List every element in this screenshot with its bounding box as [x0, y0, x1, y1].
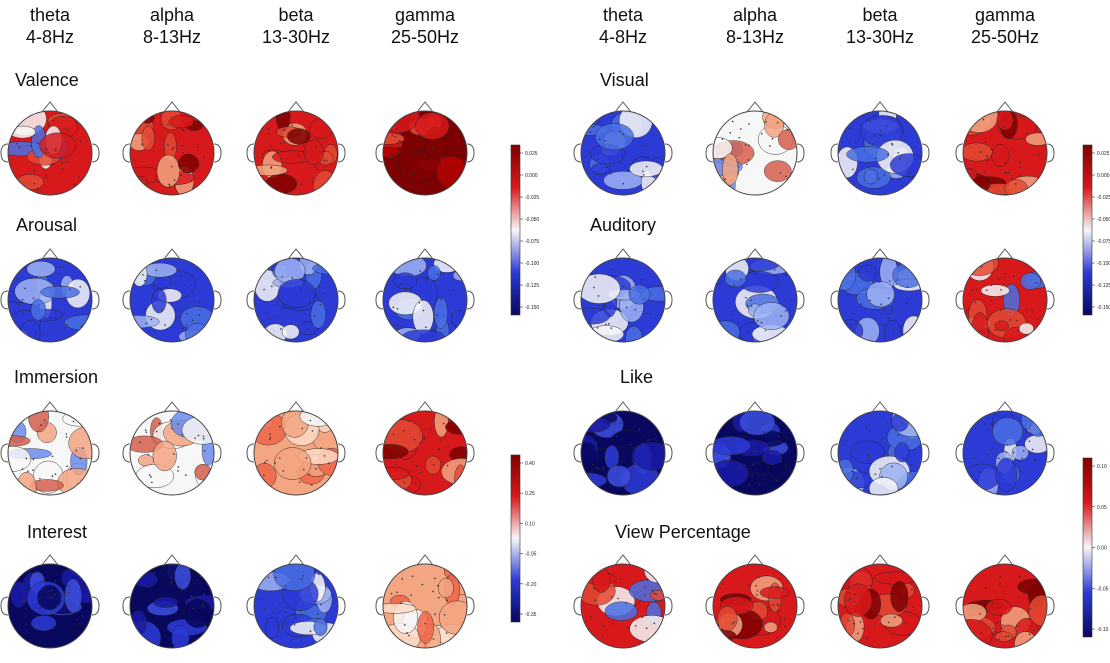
- topomap-valence-gamma: [375, 101, 475, 196]
- colorbar-tick-label: -0.075: [525, 239, 539, 245]
- colorbar-tick-label: 0.10: [525, 521, 535, 527]
- colorbar-tick-label: -0.125: [525, 283, 539, 289]
- topomap-auditory-beta: [830, 248, 930, 343]
- topomap-arousal-gamma: [375, 248, 475, 343]
- colorbar-tick-label: 0.00: [1097, 546, 1107, 552]
- topomap-view-percentage-alpha: [705, 554, 805, 649]
- topomap-like-gamma: [955, 401, 1055, 496]
- topomap-arousal-theta: [0, 248, 100, 343]
- colorbar-tick-label: 0.000: [525, 173, 538, 179]
- colorbar-tick-label: 0.025: [525, 151, 538, 157]
- band-range: 25-50Hz: [970, 27, 1040, 47]
- topomap-like-alpha: [705, 401, 805, 496]
- band-header-alpha: alpha 8-13Hz: [695, 4, 815, 48]
- colorbar: 0.025 0.000 -0.025 -0.050 -0.075 -0.100 -0.125…: [510, 144, 539, 316]
- colorbar-tick-label: 0.40: [525, 461, 535, 467]
- band-name: gamma: [394, 5, 456, 25]
- band-range: 25-50Hz: [390, 27, 460, 47]
- colorbar-tick-label: -0.050: [525, 217, 539, 223]
- topomap-auditory-theta: [573, 248, 673, 343]
- band-name: alpha: [732, 5, 778, 25]
- band-range: 8-13Hz: [142, 27, 202, 47]
- band-header-gamma: gamma 25-50Hz: [945, 4, 1065, 48]
- colorbar-tick-label: 0.05: [1097, 505, 1107, 511]
- row-title: View Percentage: [615, 522, 751, 542]
- topomap-visual-theta: [573, 101, 673, 196]
- band-name: theta: [602, 5, 644, 25]
- topomap-immersion-theta: [0, 401, 100, 496]
- band-name: beta: [278, 5, 314, 25]
- colorbar-tick-label: -0.150: [525, 305, 539, 311]
- band-name: theta: [29, 5, 71, 25]
- topomap-like-beta: [830, 401, 930, 496]
- band-range: 13-30Hz: [261, 27, 331, 47]
- row-title: Visual: [600, 70, 649, 90]
- band-name: alpha: [149, 5, 195, 25]
- colorbar-tick-label: -0.075: [1097, 239, 1110, 245]
- band-header-alpha: alpha 8-13Hz: [112, 4, 232, 48]
- band-name: gamma: [974, 5, 1036, 25]
- topomap-immersion-beta: [246, 401, 346, 496]
- topomap-view-percentage-beta: [830, 554, 930, 649]
- colorbar-tick-label: 0.10: [1097, 464, 1107, 470]
- row-title: Interest: [27, 522, 88, 542]
- colorbar-tick-label: -0.025: [525, 195, 539, 201]
- topomap-immersion-gamma: [375, 401, 475, 496]
- band-header-theta: theta 4-8Hz: [563, 4, 683, 48]
- band-range: 4-8Hz: [25, 27, 74, 47]
- topomap-interest-gamma: [375, 554, 475, 649]
- row-title: Immersion: [14, 367, 99, 387]
- colorbar-tick-label: 0.25: [525, 491, 535, 497]
- colorbar-tick-label: -0.05: [1097, 586, 1109, 592]
- colorbar-tick-label: -0.10: [1097, 627, 1109, 633]
- band-header-gamma: gamma 25-50Hz: [365, 4, 485, 48]
- row-title: Valence: [15, 70, 79, 90]
- colorbar: 0.40 0.25 0.10 -0.05 -0.20 -0.35: [510, 454, 537, 623]
- colorbar: 0.025 0.000 -0.025 -0.050 -0.075 -0.100 -0.125…: [1082, 144, 1110, 316]
- band-header-theta: theta 4-8Hz: [0, 4, 110, 48]
- band-name: beta: [862, 5, 898, 25]
- band-range: 4-8Hz: [598, 27, 647, 47]
- band-header-beta: beta 13-30Hz: [820, 4, 940, 48]
- topomap-interest-beta: [246, 554, 346, 649]
- row-title: Like: [620, 367, 654, 387]
- topomap-valence-beta: [246, 101, 346, 196]
- topomap-like-theta: [573, 401, 673, 496]
- topomap-arousal-beta: [246, 248, 346, 343]
- topomap-visual-beta: [830, 101, 930, 196]
- colorbar-tick-label: 0.000: [1097, 173, 1110, 179]
- colorbar-tick-label: -0.025: [1097, 195, 1110, 201]
- colorbar-tick-label: -0.125: [1097, 283, 1110, 289]
- colorbar: 0.10 0.05 0.00 -0.05 -0.10: [1082, 457, 1109, 638]
- topomap-valence-alpha: [122, 101, 222, 196]
- topomap-immersion-alpha: [122, 401, 222, 496]
- colorbar-tick-label: -0.20: [525, 582, 537, 588]
- band-header-beta: beta 13-30Hz: [236, 4, 356, 48]
- topomap-view-percentage-gamma: [955, 554, 1055, 649]
- colorbar-tick-label: -0.100: [1097, 261, 1110, 267]
- colorbar-tick-label: -0.05: [525, 552, 537, 558]
- colorbar-tick-label: -0.150: [1097, 305, 1110, 311]
- topomap-visual-alpha: [705, 101, 805, 196]
- topomap-visual-gamma: [955, 101, 1055, 196]
- row-title: Arousal: [16, 215, 78, 235]
- topomap-auditory-alpha: [705, 248, 805, 343]
- topomap-view-percentage-theta: [573, 554, 673, 649]
- colorbar-tick-label: 0.025: [1097, 151, 1110, 157]
- topomap-interest-alpha: [122, 554, 222, 649]
- band-range: 13-30Hz: [845, 27, 915, 47]
- colorbar-tick-label: -0.050: [1097, 217, 1110, 223]
- topomap-valence-theta: [0, 101, 100, 196]
- row-title: Auditory: [590, 215, 657, 235]
- band-range: 8-13Hz: [725, 27, 785, 47]
- topomap-interest-theta: [0, 554, 100, 649]
- topomap-arousal-alpha: [122, 248, 222, 343]
- colorbar-tick-label: -0.35: [525, 612, 537, 618]
- colorbar-tick-label: -0.100: [525, 261, 539, 267]
- topomap-auditory-gamma: [955, 248, 1055, 343]
